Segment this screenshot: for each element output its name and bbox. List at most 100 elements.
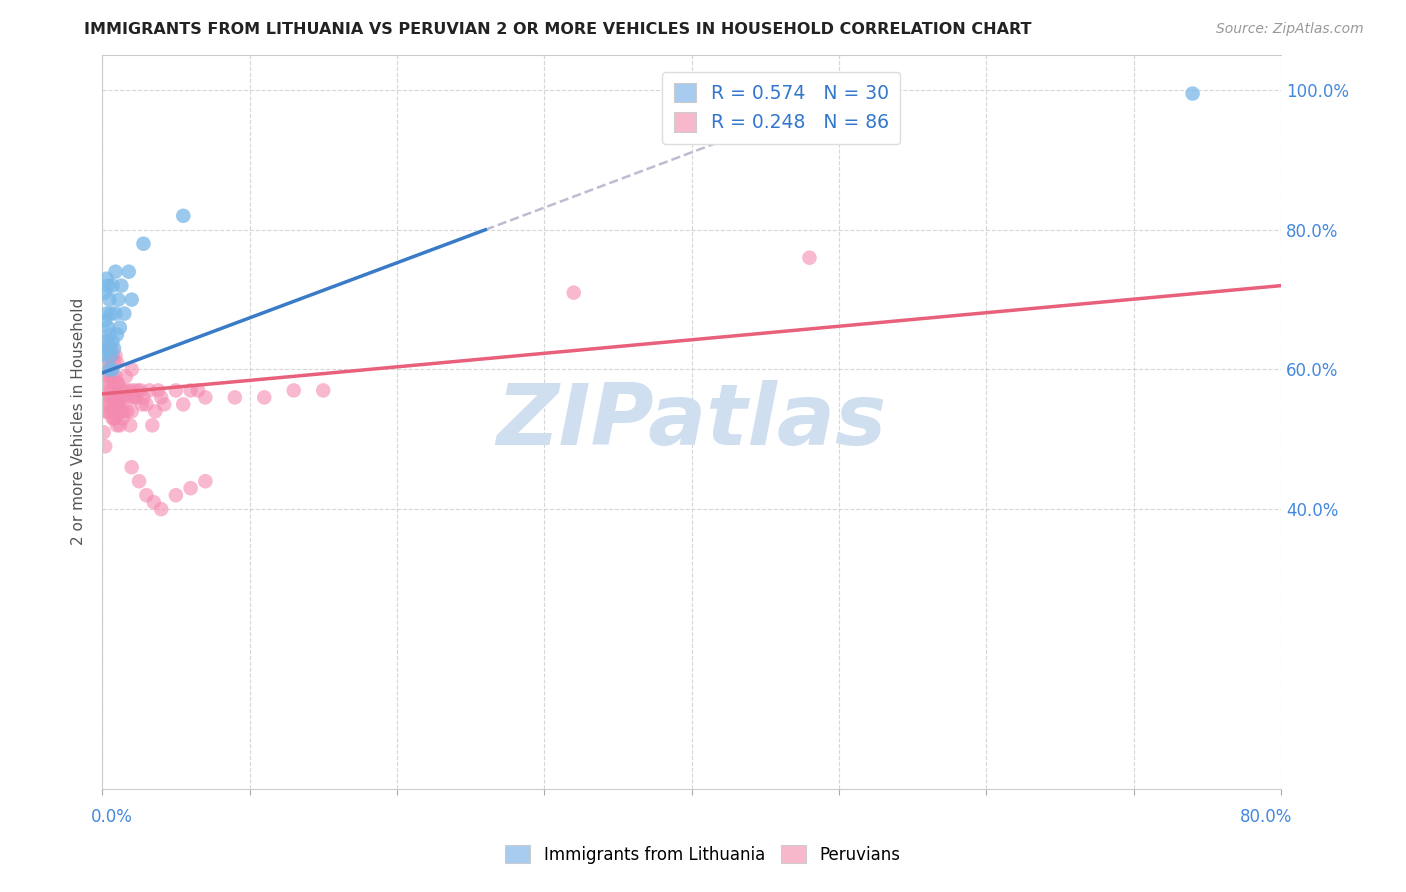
Point: [101, 369, 124, 384]
Point: [799, 251, 821, 265]
Point: [135, 397, 157, 411]
Point: [98, 369, 121, 384]
Point: [96, 271, 118, 285]
Point: [121, 404, 143, 418]
Point: [150, 502, 173, 516]
Point: [103, 376, 125, 391]
Point: [94, 313, 117, 327]
Point: [142, 495, 165, 509]
Point: [122, 384, 145, 398]
Point: [104, 369, 127, 384]
Point: [117, 404, 139, 418]
Point: [1181, 87, 1204, 101]
Point: [129, 384, 152, 398]
Point: [110, 278, 132, 293]
Point: [93, 349, 115, 363]
Point: [101, 362, 124, 376]
Point: [104, 349, 127, 363]
Point: [128, 474, 150, 488]
Point: [94, 369, 117, 384]
Point: [104, 411, 127, 425]
Point: [150, 391, 173, 405]
Point: [108, 391, 131, 405]
Point: [96, 334, 118, 349]
Point: [121, 362, 143, 376]
Point: [104, 307, 127, 321]
Point: [100, 342, 122, 356]
Point: [97, 278, 120, 293]
Point: [148, 384, 170, 398]
Point: [111, 391, 134, 405]
Legend: R = 0.574   N = 30, R = 0.248   N = 86: R = 0.574 N = 30, R = 0.248 N = 86: [662, 72, 900, 144]
Point: [104, 265, 127, 279]
Point: [118, 265, 141, 279]
Point: [97, 397, 120, 411]
Point: [100, 384, 122, 398]
Point: [110, 384, 132, 398]
Point: [97, 384, 120, 398]
Point: [96, 307, 118, 321]
Point: [112, 404, 135, 418]
Point: [124, 391, 146, 405]
Point: [97, 355, 120, 369]
Point: [121, 293, 143, 307]
Point: [94, 439, 117, 453]
Point: [93, 425, 115, 440]
Point: [172, 209, 194, 223]
Y-axis label: 2 or more Vehicles in Household: 2 or more Vehicles in Household: [72, 298, 86, 546]
Point: [562, 285, 585, 300]
Point: [187, 384, 209, 398]
Point: [104, 391, 127, 405]
Point: [283, 384, 305, 398]
Point: [165, 488, 187, 502]
Point: [132, 391, 155, 405]
Point: [107, 397, 129, 411]
Point: [96, 404, 118, 418]
Point: [100, 349, 122, 363]
Point: [110, 404, 132, 418]
Legend: Immigrants from Lithuania, Peruvians: Immigrants from Lithuania, Peruvians: [499, 838, 907, 871]
Point: [98, 293, 121, 307]
Point: [98, 327, 121, 342]
Point: [98, 342, 121, 356]
Point: [105, 418, 128, 433]
Point: [180, 384, 202, 398]
Point: [312, 384, 335, 398]
Point: [105, 397, 128, 411]
Point: [135, 488, 157, 502]
Point: [121, 460, 143, 475]
Point: [105, 376, 128, 391]
Point: [153, 397, 176, 411]
Point: [100, 307, 122, 321]
Point: [180, 481, 202, 495]
Point: [112, 307, 135, 321]
Point: [253, 391, 276, 405]
Point: [143, 404, 166, 418]
Point: [96, 362, 118, 376]
Text: ZIPatlas: ZIPatlas: [496, 380, 887, 463]
Text: 80.0%: 80.0%: [1240, 807, 1292, 826]
Point: [96, 349, 118, 363]
Point: [98, 362, 121, 376]
Point: [131, 397, 153, 411]
Point: [103, 355, 125, 369]
Point: [114, 369, 136, 384]
Point: [125, 391, 148, 405]
Text: IMMIGRANTS FROM LITHUANIA VS PERUVIAN 2 OR MORE VEHICLES IN HOUSEHOLD CORRELATIO: IMMIGRANTS FROM LITHUANIA VS PERUVIAN 2 …: [84, 22, 1032, 37]
Point: [127, 384, 149, 398]
Point: [103, 342, 125, 356]
Point: [101, 278, 124, 293]
Point: [105, 327, 128, 342]
Point: [101, 411, 124, 425]
Point: [97, 320, 120, 334]
Point: [93, 391, 115, 405]
Point: [118, 384, 141, 398]
Point: [120, 391, 142, 405]
Point: [94, 404, 117, 418]
Point: [112, 384, 135, 398]
Point: [172, 397, 194, 411]
Point: [132, 236, 155, 251]
Point: [194, 391, 217, 405]
Point: [98, 391, 121, 405]
Text: 0.0%: 0.0%: [90, 807, 132, 826]
